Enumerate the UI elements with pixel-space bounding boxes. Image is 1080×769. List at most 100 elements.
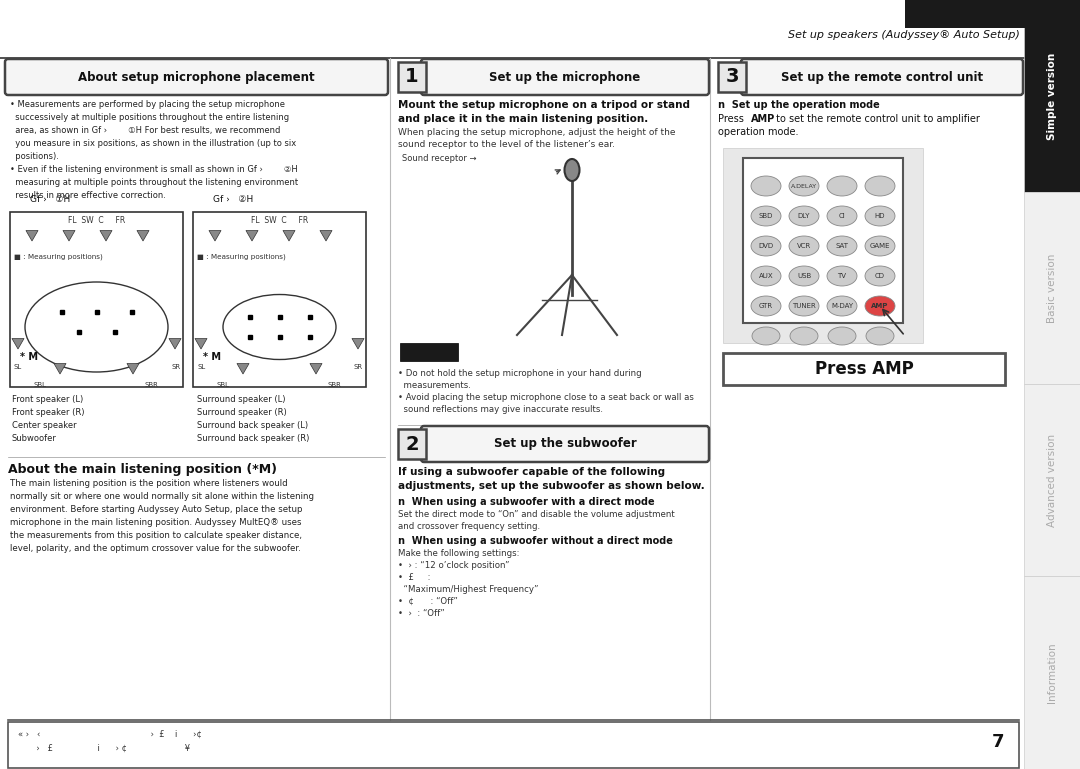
Ellipse shape — [789, 296, 819, 316]
Ellipse shape — [866, 327, 894, 345]
Bar — [10, 212, 183, 387]
Text: SL: SL — [14, 364, 23, 370]
Text: Surround back speaker (R): Surround back speaker (R) — [197, 434, 309, 443]
Ellipse shape — [865, 176, 895, 196]
Text: Press: Press — [718, 114, 747, 124]
Text: sound receptor to the level of the listener’s ear.: sound receptor to the level of the liste… — [399, 140, 615, 149]
Bar — [1024, 384, 1080, 576]
Text: M-DAY: M-DAY — [831, 303, 853, 309]
Ellipse shape — [827, 296, 858, 316]
Text: successively at multiple positions throughout the entire listening: successively at multiple positions throu… — [10, 113, 289, 122]
Text: and crossover frequency setting.: and crossover frequency setting. — [399, 522, 540, 531]
Ellipse shape — [752, 327, 780, 345]
Text: •  ¢      : “Off”: • ¢ : “Off” — [399, 597, 458, 606]
Ellipse shape — [751, 176, 781, 196]
Text: Subwoofer: Subwoofer — [12, 434, 57, 443]
Text: SBL: SBL — [33, 382, 46, 388]
Ellipse shape — [865, 266, 895, 286]
Text: HD: HD — [875, 213, 886, 219]
Text: SL: SL — [197, 364, 205, 370]
Ellipse shape — [789, 206, 819, 226]
Bar — [718, 62, 746, 92]
Text: • Even if the listening environment is small as shown in Gf ›        ②H: • Even if the listening environment is s… — [10, 165, 298, 174]
Text: About the main listening position (*M): About the main listening position (*M) — [8, 463, 276, 476]
Text: •  › : “12 o’clock position”: • › : “12 o’clock position” — [399, 561, 510, 570]
Text: 3: 3 — [726, 68, 739, 86]
Text: n  When using a subwoofer without a direct mode: n When using a subwoofer without a direc… — [399, 536, 673, 546]
Text: AMP: AMP — [751, 114, 775, 124]
FancyBboxPatch shape — [741, 59, 1023, 95]
Text: * M: * M — [203, 352, 221, 362]
Ellipse shape — [827, 176, 858, 196]
Text: When placing the setup microphone, adjust the height of the: When placing the setup microphone, adjus… — [399, 128, 675, 137]
Bar — [905, 0, 1080, 28]
Text: AUX: AUX — [758, 273, 773, 279]
Text: SR: SR — [171, 364, 180, 370]
Text: measuring at multiple points throughout the listening environment: measuring at multiple points throughout … — [10, 178, 298, 187]
Bar — [1024, 0, 1080, 192]
Text: to set the remote control unit to amplifier: to set the remote control unit to amplif… — [773, 114, 980, 124]
Text: DLY: DLY — [798, 213, 810, 219]
Text: Advanced version: Advanced version — [1047, 434, 1057, 527]
Text: operation mode.: operation mode. — [718, 127, 798, 137]
Ellipse shape — [751, 206, 781, 226]
Text: environment. Before starting Audyssey Auto Setup, place the setup: environment. Before starting Audyssey Au… — [10, 505, 302, 514]
Text: SBL: SBL — [216, 382, 229, 388]
Text: measurements.: measurements. — [399, 381, 471, 390]
Text: TV: TV — [837, 273, 847, 279]
Text: SBD: SBD — [759, 213, 773, 219]
Ellipse shape — [751, 266, 781, 286]
Text: 7: 7 — [991, 733, 1004, 751]
Text: Surround speaker (L): Surround speaker (L) — [197, 395, 285, 404]
Text: positions).: positions). — [10, 152, 59, 161]
Text: Set up the remote control unit: Set up the remote control unit — [781, 71, 983, 84]
Text: • Do not hold the setup microphone in your hand during: • Do not hold the setup microphone in yo… — [399, 369, 642, 378]
Text: The main listening position is the position where listeners would: The main listening position is the posit… — [10, 479, 287, 488]
Text: If using a subwoofer capable of the following: If using a subwoofer capable of the foll… — [399, 467, 665, 477]
Ellipse shape — [828, 327, 856, 345]
Text: Front speaker (R): Front speaker (R) — [12, 408, 84, 417]
Bar — [723, 148, 923, 343]
Text: ■ : Measuring positions): ■ : Measuring positions) — [197, 254, 286, 261]
Ellipse shape — [865, 206, 895, 226]
Ellipse shape — [789, 327, 818, 345]
Ellipse shape — [751, 296, 781, 316]
Text: TUNER: TUNER — [792, 303, 815, 309]
Text: « ›   ‹                                          ›  £    i      ›¢: « › ‹ › £ i ›¢ — [18, 730, 202, 739]
Text: Simple version: Simple version — [1047, 52, 1057, 140]
Bar — [399, 62, 426, 92]
Text: normally sit or where one would normally sit alone within the listening: normally sit or where one would normally… — [10, 492, 314, 501]
Text: DVD: DVD — [758, 243, 773, 249]
Text: SBR: SBR — [327, 382, 341, 388]
Text: microphone in the main listening position. Audyssey MultEQ® uses: microphone in the main listening positio… — [10, 518, 301, 527]
Text: area, as shown in Gf ›        ①H For best results, we recommend: area, as shown in Gf › ①H For best resul… — [10, 126, 281, 135]
Text: the measurements from this position to calculate speaker distance,: the measurements from this position to c… — [10, 531, 302, 540]
Text: FL  SW  C     FR: FL SW C FR — [251, 216, 308, 225]
Bar — [723, 353, 1005, 385]
Text: Information: Information — [1047, 642, 1057, 703]
Text: SAT: SAT — [836, 243, 849, 249]
Text: ■ : Measuring positions): ■ : Measuring positions) — [14, 254, 103, 261]
Text: ›   £                 i      › ¢                      ¥: › £ i › ¢ ¥ — [18, 744, 190, 753]
Text: Front speaker (L): Front speaker (L) — [12, 395, 83, 404]
Bar — [1024, 192, 1080, 384]
Text: USB: USB — [797, 273, 811, 279]
Bar — [743, 158, 903, 323]
Ellipse shape — [827, 206, 858, 226]
Text: AMP: AMP — [872, 303, 889, 309]
Text: 2: 2 — [405, 434, 419, 454]
Text: SR: SR — [354, 364, 363, 370]
Text: Set up speakers (Audyssey® Auto Setup): Set up speakers (Audyssey® Auto Setup) — [788, 30, 1020, 40]
Text: CI: CI — [839, 213, 846, 219]
Text: • Measurements are performed by placing the setup microphone: • Measurements are performed by placing … — [10, 100, 285, 109]
Text: Press AMP: Press AMP — [814, 360, 914, 378]
Text: • Avoid placing the setup microphone close to a seat back or wall as: • Avoid placing the setup microphone clo… — [399, 393, 693, 402]
Text: GTR: GTR — [759, 303, 773, 309]
Text: Make the following settings:: Make the following settings: — [399, 549, 519, 558]
Bar — [8, 722, 1020, 768]
Text: “Maximum/Highest Frequency”: “Maximum/Highest Frequency” — [399, 585, 539, 594]
Text: level, polarity, and the optimum crossover value for the subwoofer.: level, polarity, and the optimum crossov… — [10, 544, 300, 553]
Ellipse shape — [827, 236, 858, 256]
Ellipse shape — [865, 296, 895, 316]
Text: Basic version: Basic version — [1047, 253, 1057, 323]
